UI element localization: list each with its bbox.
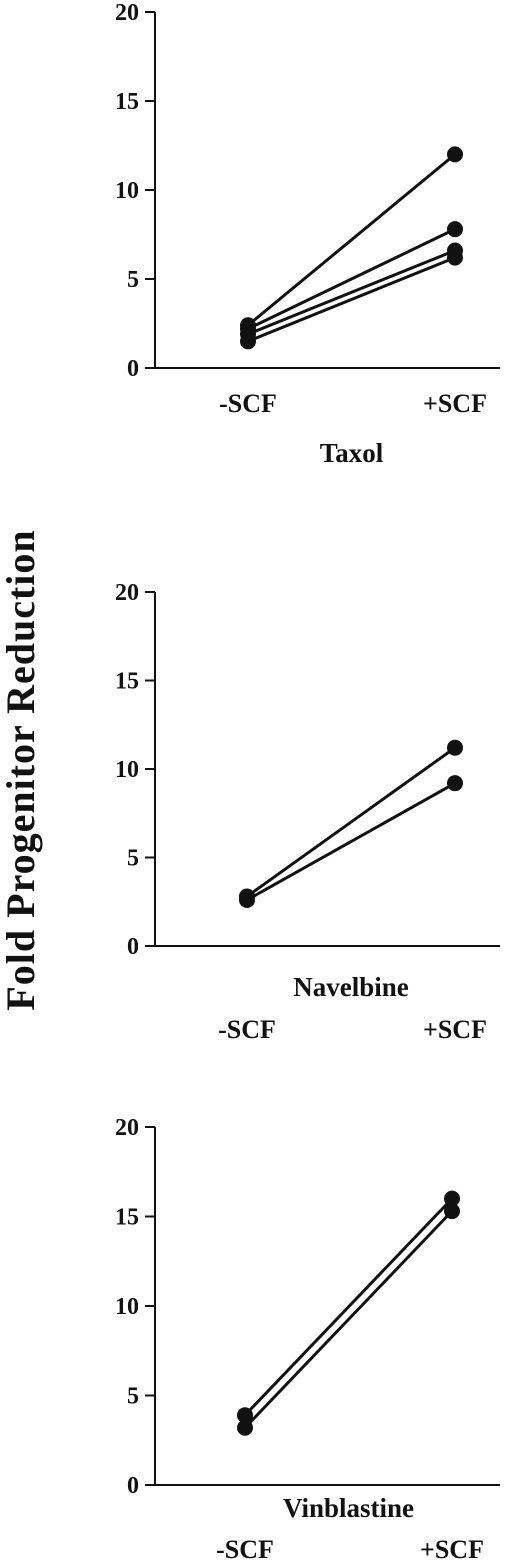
series-line: [247, 249, 456, 336]
data-point: [447, 739, 463, 756]
y-tick-label: 5: [127, 267, 139, 293]
x-category-label: -SCF: [219, 389, 277, 418]
x-category-label: +SCF: [423, 1015, 487, 1044]
y-tick-label: 5: [127, 846, 139, 872]
data-point: [237, 1407, 253, 1424]
panel-taxol: 0 5 10 15 20 -SCF +SCF Taxol: [115, 0, 500, 468]
data-point: [240, 333, 256, 350]
y-tick-label: 20: [115, 580, 139, 606]
y-tick-label: 15: [115, 669, 139, 695]
series-line: [247, 153, 456, 327]
y-tick-label: 5: [127, 1384, 139, 1410]
data-point: [447, 146, 463, 163]
x-category-label: -SCF: [216, 1535, 274, 1563]
y-tick-label: 10: [115, 1294, 139, 1320]
y-tick-label: 0: [127, 934, 139, 960]
data-point: [447, 775, 463, 792]
series-line: [247, 227, 456, 331]
x-category-label: +SCF: [423, 389, 487, 418]
y-tick-label: 20: [115, 1115, 139, 1141]
y-tick-label: 10: [115, 178, 139, 204]
y-tick-label: 0: [127, 356, 139, 382]
panel-navelbine: 0 5 10 15 20 -SCF +SCF Navelbine: [115, 580, 500, 1044]
panel-title: Navelbine: [293, 972, 409, 1002]
data-point: [444, 1190, 460, 1207]
y-tick-label: 15: [115, 89, 139, 115]
series-line: [246, 781, 456, 902]
data-point: [237, 1419, 253, 1436]
x-category-label: +SCF: [420, 1535, 484, 1563]
x-category-label: -SCF: [218, 1015, 276, 1044]
data-point: [239, 891, 255, 908]
data-point: [447, 249, 463, 266]
y-tick-label: 10: [115, 757, 139, 783]
series-line: [243, 1197, 454, 1417]
panel-title: Vinblastine: [283, 1493, 414, 1523]
y-tick-label: 0: [127, 1473, 139, 1499]
series-line: [243, 1210, 454, 1429]
series-line: [247, 256, 456, 343]
y-tick-label: 20: [115, 0, 139, 26]
series-line: [246, 746, 456, 898]
y-axis-title: Fold Progenitor Reduction: [0, 529, 43, 1010]
y-tick-label: 15: [115, 1205, 139, 1231]
data-point: [444, 1203, 460, 1220]
data-point: [447, 221, 463, 238]
panels: 0 5 10 15 20 -SCF +SCF Taxol 0 5 10 15 20 -SCF +SCF Nav…: [115, 0, 500, 1563]
panel-title: Taxol: [320, 438, 384, 468]
